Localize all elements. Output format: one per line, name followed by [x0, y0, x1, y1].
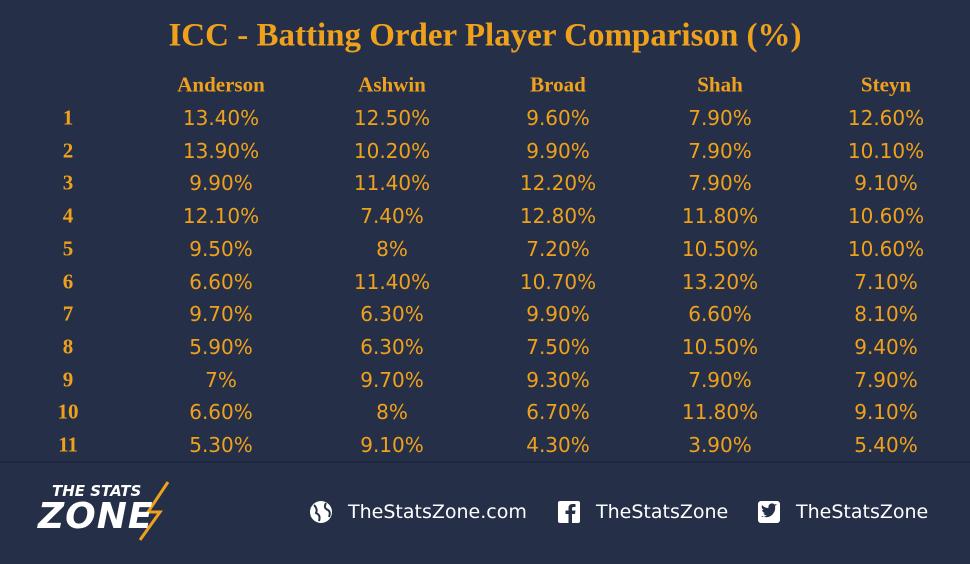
cell: 5.90% [189, 334, 253, 359]
cell: 10.50% [681, 236, 759, 261]
row-label: 8 [62, 334, 74, 359]
column-header: Broad [530, 72, 586, 97]
twitter-icon [758, 501, 780, 523]
cell: 11.80% [681, 204, 759, 229]
cell: 7.40% [360, 204, 424, 229]
title: ICC - Batting Order Player Comparison (%… [168, 17, 802, 54]
cell: 8% [376, 400, 408, 425]
cell: 9.10% [360, 433, 424, 457]
logo-top: THE STATS [52, 482, 142, 500]
footer-link: TheStatsZone.com [348, 501, 527, 523]
cell: 6.30% [360, 334, 424, 359]
cell: 12.20% [519, 171, 597, 196]
cell: 9.90% [526, 138, 590, 163]
cell: 7.50% [526, 334, 590, 359]
cell: 13.20% [681, 269, 759, 294]
cell: 7.90% [688, 138, 752, 163]
cell: 6.60% [688, 302, 752, 327]
logo-bolt [138, 481, 170, 541]
row-label: 9 [62, 367, 74, 392]
cell: 12.10% [182, 204, 260, 229]
cell: 10.60% [847, 236, 925, 261]
row-label: 11 [58, 432, 78, 457]
cell: 7.90% [688, 171, 752, 196]
cell: 6.30% [360, 302, 424, 327]
cell: 10.60% [847, 204, 925, 229]
row-label: 2 [62, 138, 74, 163]
cell: 7% [205, 367, 237, 392]
cell: 10.20% [353, 138, 431, 163]
cell: 11.40% [353, 171, 431, 196]
cell: 9.70% [189, 302, 253, 327]
row-label: 7 [62, 301, 74, 326]
cell: 12.60% [847, 106, 925, 130]
cell: 9.10% [854, 400, 918, 425]
cell: 11.80% [681, 400, 759, 425]
cell: 5.30% [189, 433, 253, 457]
cell: 7.90% [688, 106, 752, 130]
cell: 13.40% [182, 106, 260, 130]
cell: 6.60% [189, 269, 253, 294]
column-header: Anderson [177, 72, 265, 97]
cell: 9.50% [189, 236, 253, 261]
cell: 11.40% [353, 269, 431, 294]
cell: 10.50% [681, 334, 759, 359]
column-header: Shah [697, 72, 743, 97]
cell: 9.90% [189, 171, 253, 196]
cell: 12.80% [519, 204, 597, 229]
cell: 13.90% [182, 138, 260, 163]
cell: 7.20% [526, 236, 590, 261]
column-header: Ashwin [358, 72, 426, 97]
cell: 5.40% [854, 433, 918, 457]
row-label: 3 [62, 170, 74, 195]
globe-icon [310, 501, 332, 523]
cell: 7.90% [854, 367, 918, 392]
cell: 6.70% [526, 400, 590, 425]
footer-link: TheStatsZone [796, 501, 929, 523]
cell: 3.90% [688, 433, 752, 457]
column-header: Steyn [860, 72, 912, 97]
row-label: 1 [62, 105, 74, 130]
cell: 8.10% [854, 302, 918, 327]
row-label: 10 [57, 399, 79, 424]
footer-link: TheStatsZone [596, 501, 729, 523]
cell: 10.70% [519, 269, 597, 294]
cell: 9.10% [854, 171, 918, 196]
row-label: 6 [62, 269, 74, 293]
cell: 9.90% [526, 302, 590, 327]
cell: 9.30% [526, 367, 590, 392]
cell: 9.40% [854, 334, 918, 359]
cell: 7.90% [688, 367, 752, 392]
row-label: 5 [62, 236, 74, 261]
cell: 12.50% [353, 106, 431, 130]
row-label: 4 [62, 203, 74, 228]
logo-bottom: ZONE [38, 496, 154, 537]
cell: 7.10% [854, 269, 918, 294]
cell: 8% [376, 236, 408, 261]
facebook-icon [558, 501, 580, 523]
cell: 9.70% [360, 367, 424, 392]
cell: 10.10% [847, 138, 925, 163]
cell: 6.60% [189, 400, 253, 425]
cell: 4.30% [526, 433, 590, 457]
cell: 9.60% [526, 106, 590, 130]
